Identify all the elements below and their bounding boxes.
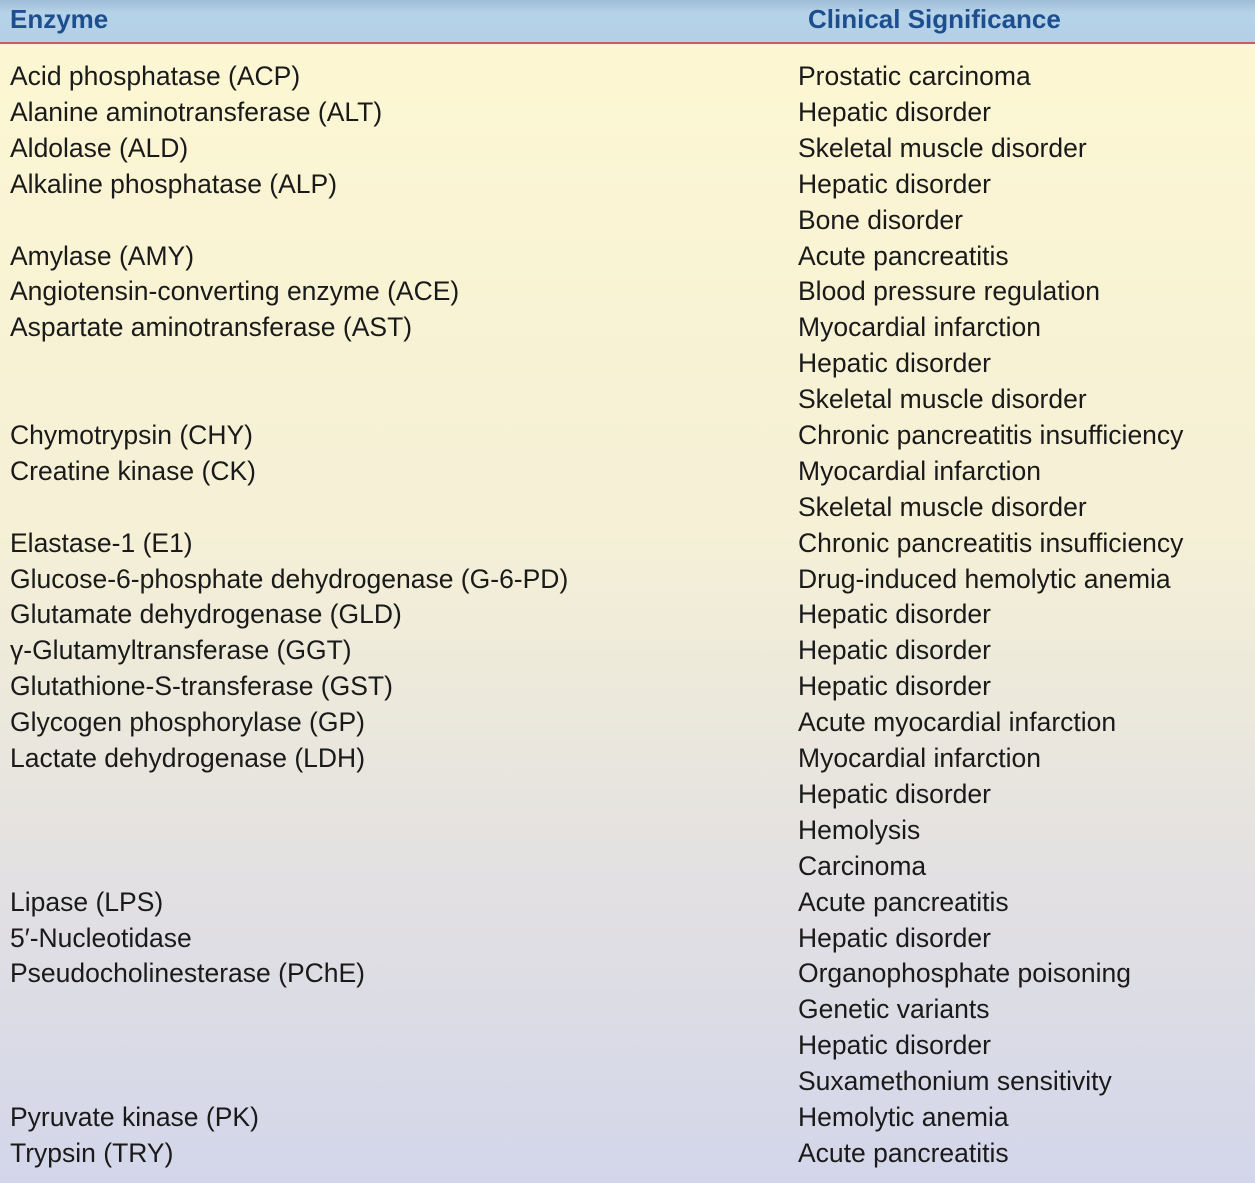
enzyme-name: Trypsin (TRY) [10, 1137, 174, 1168]
clinical-significance: Hepatic disorder Bone disorder [798, 167, 991, 239]
significance-item: Prostatic carcinoma [798, 61, 1031, 91]
significance-item: Bone disorder [798, 204, 963, 235]
significance-item: Skeletal muscle disorder [798, 384, 1087, 415]
enzyme-name: 5′-Nucleotidase [10, 922, 192, 953]
enzyme-name: Lipase (LPS) [10, 886, 164, 917]
clinical-significance: Hemolytic anemia [798, 1100, 1009, 1136]
table-row: Lipase (LPS) Acute pancreatitis [0, 885, 1255, 921]
clinical-significance: Prostatic carcinoma [798, 59, 1031, 95]
table-row: Aldolase (ALD) Skeletal muscle disorder [0, 131, 1255, 167]
clinical-significance: Acute pancreatitis [798, 1136, 1009, 1172]
table-row: 5′-Nucleotidase Hepatic disorder [0, 921, 1255, 957]
clinical-significance: Hepatic disorder [798, 669, 991, 705]
table-row: Alanine aminotransferase (ALT) Hepatic di… [0, 95, 1255, 131]
significance-item: Suxamethonium sensitivity [798, 1066, 1112, 1097]
table-row: Aspartate aminotransferase (AST) Myocardi… [0, 310, 1255, 418]
clinical-significance: Myocardial infarction Hepatic disorder Ske… [798, 310, 1087, 418]
significance-item: Skeletal muscle disorder [798, 132, 1087, 163]
significance-item: Blood pressure regulation [798, 276, 1100, 307]
significance-item: Hepatic disorder [798, 348, 991, 379]
enzyme-name: Glycogen phosphorylase (GP) [10, 707, 365, 738]
column-header-significance: Clinical Significance [808, 4, 1061, 34]
table-row: Creatine kinase (CK) Myocardial infarctio… [0, 454, 1255, 526]
clinical-significance: Chronic pancreatitis insufficiency [798, 526, 1183, 562]
enzyme-name: γ-Glutamyltransferase (GGT) [10, 635, 352, 666]
enzyme-name: Glucose-6-phosphate dehydrogenase (G-6-P… [10, 563, 569, 594]
significance-item: Acute pancreatitis [798, 886, 1009, 917]
enzyme-name: Chymotrypsin (CHY) [10, 419, 253, 450]
table-row: Chymotrypsin (CHY) Chronic pancreatitis i… [0, 418, 1255, 454]
enzyme-name: Pseudocholinesterase (PChE) [10, 958, 365, 989]
significance-item: Acute pancreatitis [798, 240, 1009, 271]
clinical-significance: Myocardial infarction Skeletal muscle dis… [798, 454, 1087, 526]
clinical-significance: Myocardial infarction Hepatic disorder Hem… [798, 741, 1041, 885]
table-row: γ-Glutamyltransferase (GGT) Hepatic disor… [0, 633, 1255, 669]
significance-item: Hepatic disorder [798, 168, 991, 199]
table-row: Trypsin (TRY) Acute pancreatitis [0, 1136, 1255, 1172]
table-row: Elastase-1 (E1) Chronic pancreatitis insu… [0, 526, 1255, 562]
significance-item: Myocardial infarction [798, 743, 1042, 774]
enzyme-name: Aldolase (ALD) [10, 132, 189, 163]
table-row: Amylase (AMY) Acute pancreatitis [0, 239, 1255, 275]
significance-item: Chronic pancreatitis insufficiency [798, 419, 1184, 450]
table-row: Lactate dehydrogenase (LDH) Myocardial in… [0, 741, 1255, 885]
significance-item: Acute myocardial infarction [798, 707, 1117, 738]
enzyme-name: Pyruvate kinase (PK) [10, 1102, 259, 1133]
table-row: Glutamate dehydrogenase (GLD) Hepatic dis… [0, 597, 1255, 633]
clinical-significance: Chronic pancreatitis insufficiency [798, 418, 1183, 454]
table-row: Glycogen phosphorylase (GP) Acute myocard… [0, 705, 1255, 741]
enzyme-name: Acid phosphatase (ACP) [10, 61, 301, 91]
enzyme-name: Elastase-1 (E1) [10, 527, 193, 558]
enzyme-name: Angiotensin-converting enzyme (ACE) [10, 276, 460, 307]
significance-item: Hemolytic anemia [798, 1102, 1009, 1133]
clinical-significance: Hepatic disorder [798, 95, 991, 131]
significance-item: Drug-induced hemolytic anemia [798, 563, 1171, 594]
significance-item: Organophosphate poisoning [798, 958, 1131, 989]
table-body: Acid phosphatase (ACP) Prostatic carcinom… [0, 59, 1255, 1172]
clinical-significance: Drug-induced hemolytic anemia [798, 562, 1171, 598]
clinical-significance: Blood pressure regulation [798, 274, 1100, 310]
significance-item: Genetic variants [798, 994, 990, 1025]
significance-item: Carcinoma [798, 850, 927, 881]
significance-item: Hepatic disorder [798, 599, 991, 630]
table-row: Glucose-6-phosphate dehydrogenase (G-6-P… [0, 562, 1255, 598]
table-row: Pseudocholinesterase (PChE) Organophospha… [0, 956, 1255, 1100]
clinical-significance: Acute pancreatitis [798, 239, 1009, 275]
enzyme-name: Alanine aminotransferase (ALT) [10, 96, 383, 127]
table-row: Angiotensin-converting enzyme (ACE) Blood… [0, 274, 1255, 310]
significance-item: Hepatic disorder [798, 96, 991, 127]
clinical-significance: Organophosphate poisoning Genetic variant… [798, 956, 1131, 1100]
clinical-significance: Skeletal muscle disorder [798, 131, 1087, 167]
table-row: Acid phosphatase (ACP) Prostatic carcinom… [0, 59, 1255, 95]
significance-item: Myocardial infarction [798, 312, 1042, 343]
enzyme-name: Aspartate aminotransferase (AST) [10, 312, 413, 343]
significance-item: Hepatic disorder [798, 922, 991, 953]
significance-item: Hepatic disorder [798, 1030, 991, 1061]
significance-item: Myocardial infarction [798, 455, 1042, 486]
significance-item: Hepatic disorder [798, 779, 991, 809]
enzyme-name: Creatine kinase (CK) [10, 455, 256, 486]
significance-item: Acute pancreatitis [798, 1137, 1009, 1168]
column-header-enzyme: Enzyme [10, 4, 109, 34]
enzyme-name: Alkaline phosphatase (ALP) [10, 168, 338, 199]
enzyme-name: Glutamate dehydrogenase (GLD) [10, 599, 402, 630]
table-row: Glutathione-S-transferase (GST) Hepatic d… [0, 669, 1255, 705]
significance-item: Chronic pancreatitis insufficiency [798, 527, 1184, 558]
table-header: Enzyme Clinical Significance [0, 0, 1255, 44]
enzyme-name: Amylase (AMY) [10, 240, 195, 271]
significance-item: Skeletal muscle disorder [798, 491, 1087, 522]
enzyme-name: Glutathione-S-transferase (GST) [10, 671, 393, 702]
table-row: Alkaline phosphatase (ALP) Hepatic disord… [0, 167, 1255, 239]
clinical-significance: Acute pancreatitis [798, 885, 1009, 921]
significance-item: Hemolysis [798, 814, 921, 845]
clinical-significance: Acute myocardial infarction [798, 705, 1116, 741]
clinical-significance: Hepatic disorder [798, 633, 991, 669]
clinical-significance: Hepatic disorder [798, 921, 991, 957]
table-row: Pyruvate kinase (PK) Hemolytic anemia [0, 1100, 1255, 1136]
enzyme-name: Lactate dehydrogenase (LDH) [10, 743, 366, 774]
significance-item: Hepatic disorder [798, 671, 991, 702]
significance-item: Hepatic disorder [798, 635, 991, 666]
clinical-significance: Hepatic disorder [798, 597, 991, 633]
